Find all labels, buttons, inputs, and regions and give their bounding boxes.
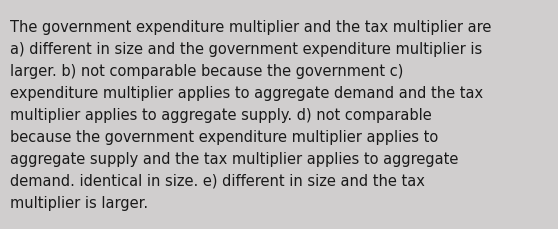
Text: demand. identical in size. e) different in size and the tax: demand. identical in size. e) different …	[10, 173, 425, 188]
Text: The government expenditure multiplier and the tax multiplier are: The government expenditure multiplier an…	[10, 20, 492, 35]
Text: multiplier is larger.: multiplier is larger.	[10, 195, 148, 210]
Text: a) different in size and the government expenditure multiplier is: a) different in size and the government …	[10, 42, 482, 57]
Text: because the government expenditure multiplier applies to: because the government expenditure multi…	[10, 129, 438, 144]
Text: expenditure multiplier applies to aggregate demand and the tax: expenditure multiplier applies to aggreg…	[10, 86, 483, 101]
Text: aggregate supply and the tax multiplier applies to aggregate: aggregate supply and the tax multiplier …	[10, 151, 458, 166]
Text: multiplier applies to aggregate supply. d) not comparable: multiplier applies to aggregate supply. …	[10, 108, 432, 123]
Text: larger. b) not comparable because the government c): larger. b) not comparable because the go…	[10, 64, 403, 79]
